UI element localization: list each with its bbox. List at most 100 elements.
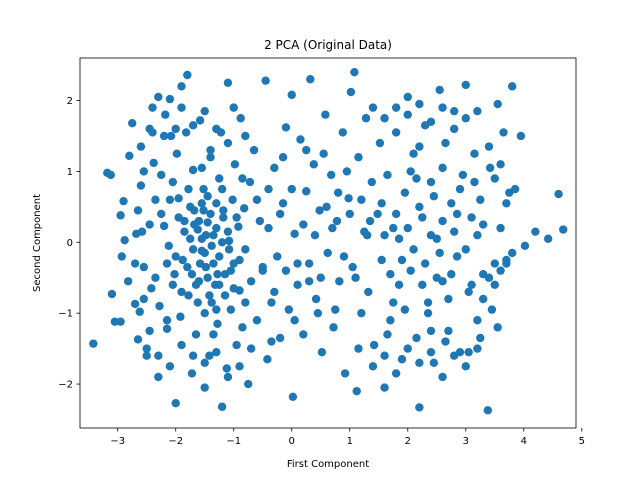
data-point <box>362 231 372 240</box>
data-point <box>391 128 401 137</box>
data-point <box>238 323 247 332</box>
data-point <box>246 277 256 286</box>
data-point <box>217 238 227 247</box>
data-point <box>386 316 395 325</box>
data-point <box>339 252 349 261</box>
data-point <box>181 128 191 137</box>
y-tick-label: 2 <box>67 96 73 107</box>
data-point <box>389 298 398 307</box>
data-point <box>136 142 146 151</box>
data-point <box>288 392 298 402</box>
data-point <box>380 114 389 123</box>
data-point <box>130 259 140 268</box>
data-point <box>377 255 386 265</box>
data-point <box>311 294 321 304</box>
x-axis: −3 −2 −1 0 1 2 3 4 5 <box>110 428 585 447</box>
data-point <box>133 206 143 215</box>
data-point <box>209 259 218 268</box>
data-point <box>409 245 418 254</box>
data-point <box>219 213 228 222</box>
x-tick-label: −2 <box>168 436 183 447</box>
data-point <box>313 308 323 318</box>
data-point <box>224 236 234 246</box>
data-point <box>199 184 208 194</box>
data-point <box>207 241 216 251</box>
data-point <box>493 323 502 332</box>
data-point <box>284 305 294 314</box>
data-point <box>383 330 392 339</box>
data-point <box>299 220 308 229</box>
data-point <box>438 372 447 382</box>
data-point <box>502 199 511 208</box>
data-point <box>342 167 352 176</box>
data-point <box>203 273 212 282</box>
data-point <box>212 199 221 208</box>
data-point <box>490 259 499 268</box>
data-point <box>278 199 288 208</box>
data-point <box>209 330 218 339</box>
data-point <box>136 181 146 190</box>
data-point <box>229 284 238 293</box>
data-point <box>200 106 209 116</box>
data-point <box>554 189 563 199</box>
x-tick-label: 0 <box>289 436 295 447</box>
data-point <box>162 324 172 333</box>
data-point <box>281 123 291 132</box>
data-point <box>236 114 245 123</box>
data-point <box>184 291 193 300</box>
data-point <box>200 358 209 367</box>
data-point <box>116 211 125 220</box>
data-point <box>215 252 224 261</box>
data-point <box>133 335 143 344</box>
data-point <box>304 277 314 286</box>
data-point <box>543 234 553 243</box>
data-point <box>157 170 166 180</box>
data-point <box>467 280 476 290</box>
data-point <box>420 259 430 268</box>
data-point <box>473 231 482 240</box>
data-point <box>212 305 221 314</box>
data-point <box>438 103 447 112</box>
data-point <box>230 160 240 169</box>
data-point <box>147 284 156 293</box>
data-point <box>429 192 439 201</box>
data-point <box>322 202 331 212</box>
data-point <box>380 231 389 240</box>
data-point <box>178 255 187 265</box>
data-point <box>502 259 511 268</box>
data-point <box>215 280 224 290</box>
data-point <box>213 319 222 328</box>
data-point <box>186 234 195 243</box>
data-point <box>380 383 389 392</box>
data-point <box>520 241 530 251</box>
data-point <box>217 402 227 411</box>
data-point <box>438 216 447 226</box>
data-point <box>345 209 354 219</box>
data-point <box>278 153 288 162</box>
data-point <box>261 76 270 85</box>
data-point <box>139 167 149 176</box>
data-point <box>290 316 299 325</box>
y-tick-label: 1 <box>67 167 73 178</box>
data-point <box>423 308 433 318</box>
data-point <box>154 92 163 102</box>
data-point <box>177 82 186 91</box>
data-point <box>361 114 371 123</box>
data-point <box>426 231 436 240</box>
data-point <box>223 138 233 148</box>
data-points <box>89 67 568 415</box>
data-point <box>293 259 302 268</box>
data-point <box>203 192 212 201</box>
x-tick-label: 1 <box>347 436 353 447</box>
data-point <box>368 103 378 112</box>
data-point <box>435 85 444 95</box>
data-point <box>386 269 395 279</box>
data-point <box>200 248 209 258</box>
data-point <box>106 170 115 180</box>
data-point <box>418 213 427 222</box>
data-point <box>128 119 137 128</box>
data-point <box>252 195 262 204</box>
x-tick-label: 5 <box>579 436 585 447</box>
data-point <box>470 177 479 187</box>
data-point <box>206 209 215 219</box>
